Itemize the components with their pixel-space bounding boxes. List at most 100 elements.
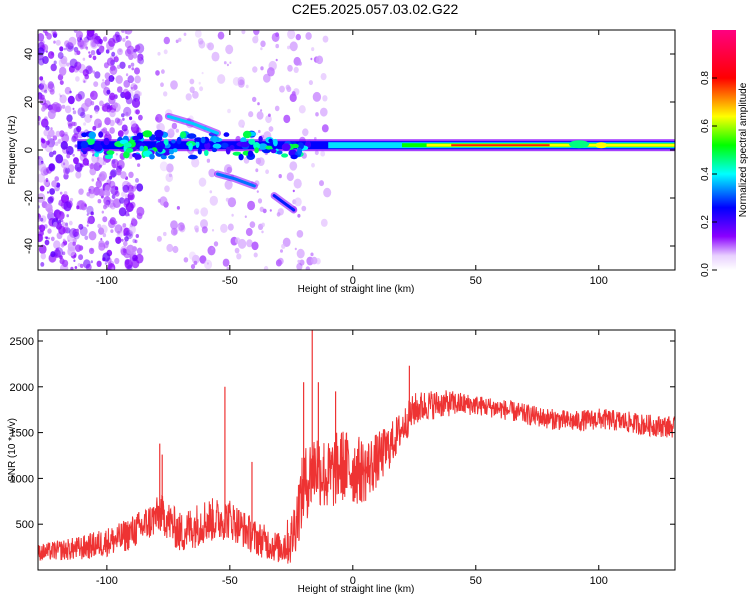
spectral-blob bbox=[212, 143, 222, 149]
noise-blob bbox=[127, 231, 132, 237]
spectral-blob bbox=[197, 148, 202, 155]
spectral-blob bbox=[258, 135, 263, 142]
noise-blob bbox=[69, 228, 78, 238]
noise-blob bbox=[47, 109, 56, 120]
noise-blob bbox=[130, 120, 137, 128]
noise-blob bbox=[287, 30, 296, 40]
noise-blob bbox=[111, 267, 115, 270]
noise-blob bbox=[48, 151, 54, 158]
noise-blob bbox=[47, 138, 56, 148]
noise-blob bbox=[168, 173, 173, 178]
noise-blob bbox=[136, 183, 144, 192]
spectral-blob bbox=[93, 143, 103, 152]
noise-blob bbox=[59, 80, 64, 85]
colorbar-tick-label: 0.8 bbox=[700, 71, 711, 85]
noise-blob bbox=[122, 248, 127, 254]
noise-blob bbox=[41, 106, 46, 112]
noise-blob bbox=[90, 92, 95, 97]
noise-blob bbox=[98, 240, 105, 248]
noise-blob bbox=[198, 177, 207, 187]
noise-blob bbox=[208, 168, 216, 178]
noise-blob bbox=[135, 234, 139, 238]
noise-blob bbox=[59, 46, 64, 52]
noise-blob bbox=[79, 163, 84, 168]
noise-blob bbox=[125, 229, 134, 240]
spectral-blob bbox=[281, 143, 291, 151]
spectral-blob bbox=[290, 154, 298, 160]
noise-blob bbox=[291, 91, 296, 96]
noise-blob bbox=[170, 220, 178, 230]
noise-blob bbox=[66, 234, 74, 242]
noise-blob bbox=[117, 64, 121, 69]
noise-blob bbox=[122, 117, 125, 121]
noise-blob bbox=[263, 265, 269, 270]
noise-blob bbox=[59, 258, 65, 265]
noise-blob bbox=[69, 90, 72, 94]
noise-blob bbox=[229, 61, 232, 64]
noise-blob bbox=[113, 56, 119, 63]
noise-blob bbox=[130, 86, 133, 90]
colorbar-tick-label: 0.0 bbox=[700, 263, 711, 277]
noise-blob bbox=[47, 196, 54, 204]
noise-blob bbox=[159, 161, 168, 172]
noise-blob bbox=[265, 169, 269, 174]
noise-blob bbox=[82, 78, 87, 84]
spectral-blob bbox=[204, 142, 211, 150]
noise-blob bbox=[73, 127, 80, 135]
colorbar-tick-label: 0.2 bbox=[700, 215, 711, 229]
colorbar-gradient bbox=[712, 30, 736, 270]
noise-blob bbox=[268, 60, 277, 71]
y-tick-label: 40 bbox=[23, 48, 35, 60]
noise-blob bbox=[69, 58, 78, 69]
noise-blob bbox=[40, 166, 49, 176]
noise-blob bbox=[45, 236, 48, 240]
noise-blob bbox=[289, 161, 298, 171]
noise-blob bbox=[171, 122, 178, 130]
noise-blob bbox=[217, 74, 226, 84]
noise-blob bbox=[265, 115, 272, 124]
spectral-blob bbox=[253, 142, 261, 150]
noise-blob bbox=[175, 128, 179, 133]
noise-blob bbox=[294, 197, 302, 207]
noise-blob bbox=[223, 61, 227, 65]
noise-blob bbox=[38, 173, 45, 183]
noise-blob bbox=[40, 94, 45, 100]
noise-blob bbox=[281, 243, 286, 249]
noise-blob bbox=[101, 210, 105, 214]
noise-blob bbox=[75, 244, 82, 252]
spectrogram-x-axis: -100 -50 0 50 100 bbox=[96, 30, 608, 287]
noise-blob bbox=[86, 205, 94, 215]
noise-blob bbox=[293, 66, 299, 73]
noise-blob bbox=[53, 60, 57, 65]
noise-blob bbox=[97, 199, 102, 204]
noise-blob bbox=[108, 75, 115, 82]
noise-blob bbox=[311, 256, 318, 265]
noise-blob bbox=[90, 260, 94, 264]
noise-blob bbox=[183, 257, 189, 263]
noise-blob bbox=[94, 71, 101, 79]
noise-blob bbox=[128, 171, 134, 178]
noise-blob bbox=[77, 91, 85, 100]
noise-blob bbox=[125, 111, 129, 116]
spectral-blob bbox=[168, 155, 175, 160]
noise-blob bbox=[166, 243, 174, 253]
spectral-blob bbox=[160, 154, 167, 160]
noise-blob bbox=[64, 131, 68, 137]
noise-blob bbox=[67, 164, 75, 173]
y-tick-label: 1000 bbox=[10, 473, 34, 485]
noise-blob bbox=[320, 218, 328, 227]
snr-y-axis: 500 1000 1500 2000 2500 bbox=[10, 336, 675, 531]
noise-blob bbox=[99, 171, 107, 181]
noise-blob bbox=[114, 117, 120, 124]
x-tick-label: 100 bbox=[590, 275, 608, 287]
ridge-bulge bbox=[569, 140, 590, 149]
noise-blob bbox=[321, 124, 329, 133]
noise-blob bbox=[112, 102, 121, 113]
noise-blob bbox=[227, 223, 234, 231]
noise-blob bbox=[55, 130, 61, 137]
y-tick-label: 2000 bbox=[10, 382, 34, 394]
noise-blob bbox=[106, 131, 110, 135]
noise-blob bbox=[163, 36, 170, 45]
noise-blob bbox=[38, 122, 41, 126]
noise-blob bbox=[88, 231, 97, 241]
